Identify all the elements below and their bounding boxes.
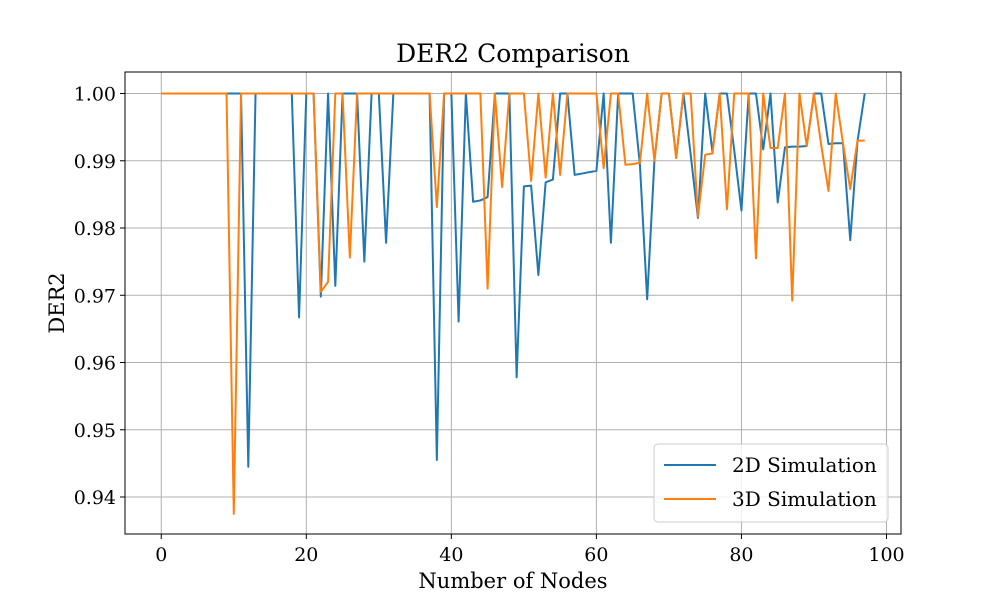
y-axis-label: DER2 [45,272,69,333]
axis-ticks: 0 20 40 60 80 100 0.94 0.95 0.96 0.97 0.98 0.99 1.00 [74,84,905,566]
x-axis-label: Number of Nodes [418,569,607,593]
x-tick-label: 80 [729,544,753,566]
x-tick-label: 40 [439,544,463,566]
legend: 2D Simulation 3D Simulation [653,443,889,523]
chart-title: DER2 Comparison [396,39,630,68]
series-line-3d [161,92,865,515]
y-tick-label: 0.97 [74,285,116,307]
y-tick-label: 0.94 [74,487,116,509]
x-tick-label: 20 [294,544,318,566]
x-tick-label: 100 [868,544,904,566]
y-tick-label: 0.98 [74,218,116,240]
plot-frame [124,71,902,535]
x-tick-label: 60 [584,544,608,566]
legend-box [653,443,889,523]
y-tick-label: 0.95 [74,420,116,442]
y-tick-label: 0.96 [74,353,116,375]
y-tick-label: 1.00 [74,84,116,106]
series-lines [161,92,866,515]
x-tick-label: 0 [155,544,167,566]
legend-label-3d: 3D Simulation [732,487,877,511]
legend-label-2d: 2D Simulation [732,453,877,477]
y-tick-label: 0.99 [74,151,116,173]
